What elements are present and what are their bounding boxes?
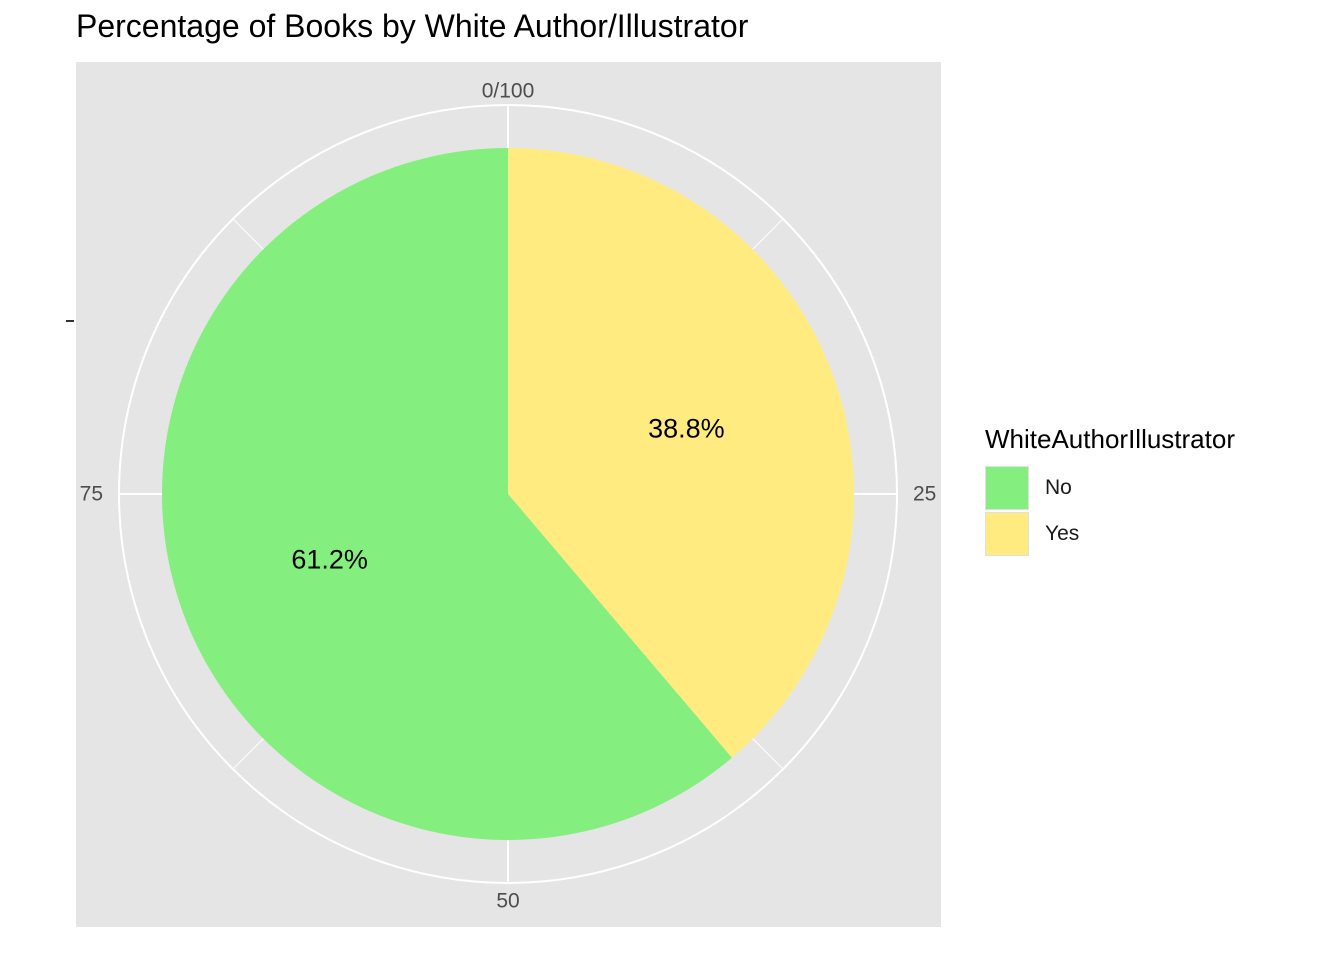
theta-tick-label: 50 — [496, 890, 519, 913]
y-axis-tick-mark — [66, 320, 74, 322]
legend: WhiteAuthorIllustrator No Yes — [985, 424, 1235, 557]
theta-tick-label: 75 — [80, 483, 103, 506]
legend-key-no — [985, 466, 1029, 510]
legend-item-yes: Yes — [985, 511, 1235, 557]
slice-value-label: 38.8% — [648, 414, 725, 444]
slice-layer — [162, 148, 854, 840]
chart-title: Percentage of Books by White Author/Illu… — [76, 8, 749, 44]
legend-label-yes: Yes — [1045, 522, 1080, 545]
legend-key-yes — [985, 512, 1029, 556]
label-layer: 38.8% 61.2% — [291, 414, 724, 575]
tick-layer: 0/100 25 50 75 — [80, 80, 937, 913]
slice-value-label: 61.2% — [291, 544, 368, 574]
legend-label-no: No — [1045, 476, 1072, 499]
theta-tick-label: 25 — [913, 483, 936, 506]
pie-slice-yes — [508, 148, 854, 758]
legend-item-no: No — [985, 465, 1235, 511]
pie-slice-no — [162, 148, 732, 840]
legend-title: WhiteAuthorIllustrator — [985, 424, 1235, 454]
theta-tick-label: 0/100 — [482, 80, 535, 103]
